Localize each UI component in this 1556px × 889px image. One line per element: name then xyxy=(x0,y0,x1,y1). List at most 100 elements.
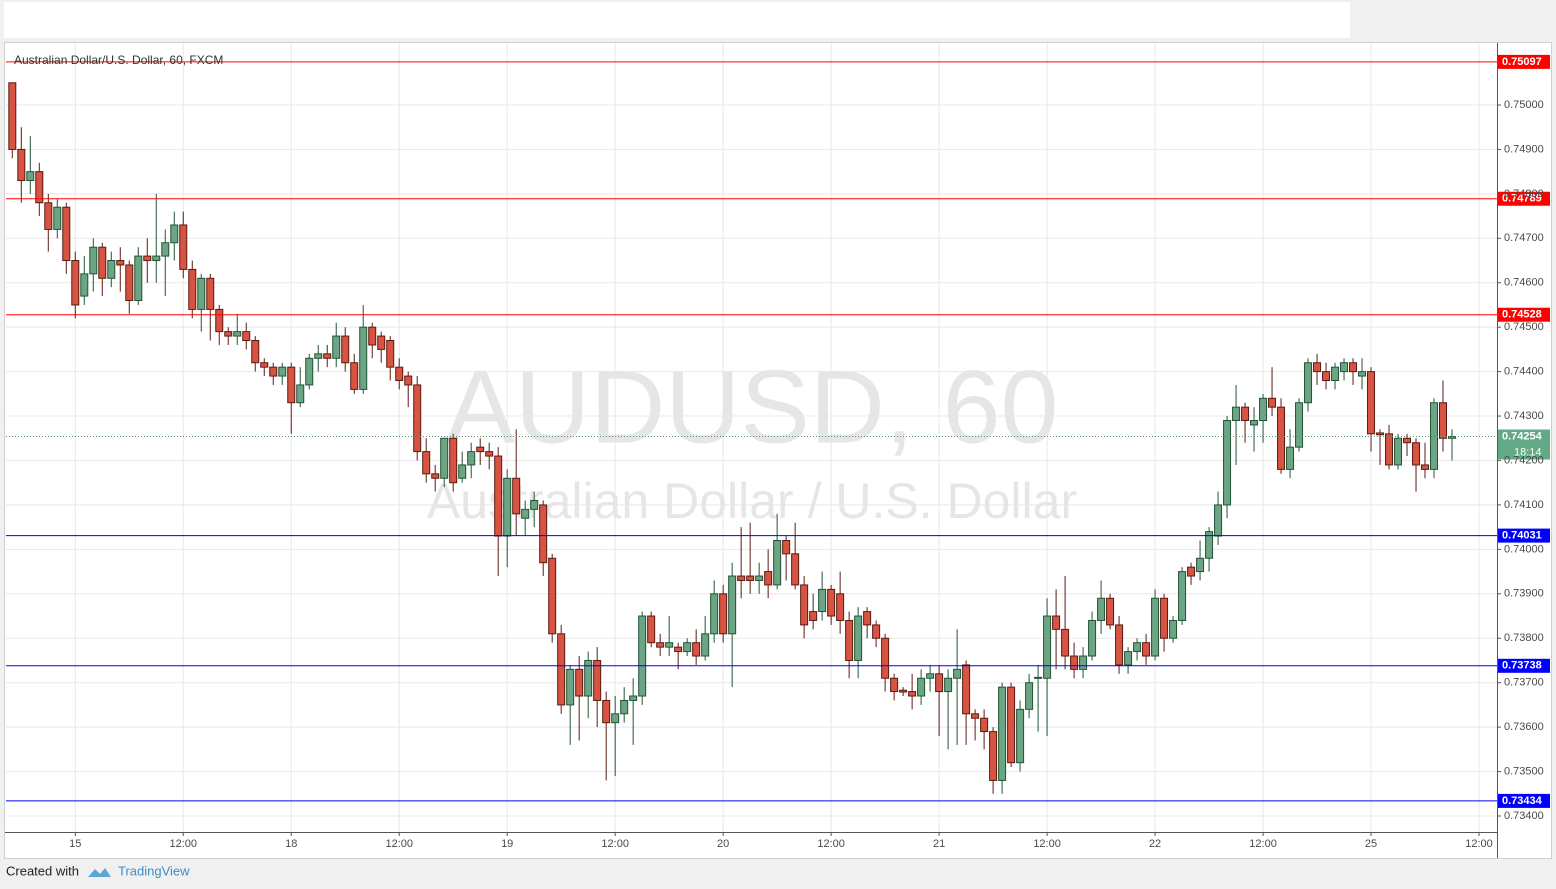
level-label: 0.74031 xyxy=(1502,530,1542,542)
y-tick-label: 0.73900 xyxy=(1504,588,1544,600)
candle-body xyxy=(1124,651,1133,666)
candle-body xyxy=(935,673,944,693)
candle-body xyxy=(188,268,197,310)
candle-body xyxy=(530,499,539,510)
candle-body xyxy=(251,340,260,364)
candle-body xyxy=(566,668,575,706)
candle-body xyxy=(476,446,485,453)
candle-body xyxy=(1268,397,1277,408)
y-tick-label: 0.74200 xyxy=(1504,454,1544,466)
candle-body xyxy=(8,82,17,150)
candle-body xyxy=(989,731,998,781)
candle-body xyxy=(1340,362,1349,373)
candle-body xyxy=(359,326,368,390)
candle-body xyxy=(323,353,332,359)
level-label-box xyxy=(1498,54,1550,69)
candle-body xyxy=(674,646,683,653)
watermark: AUDUSD, 60 xyxy=(446,349,1059,465)
candle-body xyxy=(926,673,935,679)
candle-body xyxy=(458,464,467,479)
candle-body xyxy=(314,353,323,359)
candle-body xyxy=(593,659,602,701)
candle-body xyxy=(1304,362,1313,404)
y-tick-label: 0.74500 xyxy=(1504,321,1544,333)
level-label-box xyxy=(1498,528,1550,543)
candle-body xyxy=(764,571,773,586)
candle-body xyxy=(287,366,296,404)
candle-body xyxy=(1142,642,1151,657)
candle-body xyxy=(1232,406,1241,422)
x-tick-label: 12:00 xyxy=(1465,838,1493,850)
candle-body xyxy=(26,171,35,182)
y-tick-label: 0.74000 xyxy=(1504,543,1544,555)
candle-body xyxy=(1034,676,1043,679)
level-label: 0.74789 xyxy=(1502,193,1542,205)
candle-body xyxy=(1259,397,1268,422)
candle-body xyxy=(1421,464,1430,470)
countdown-label: 18:14 xyxy=(1514,446,1542,458)
candle-body xyxy=(17,148,26,182)
level-label-box xyxy=(1498,658,1550,673)
candle-body xyxy=(341,335,350,364)
candle-body xyxy=(296,384,305,404)
candle-body xyxy=(620,699,629,715)
candles xyxy=(8,82,1457,794)
candle-body xyxy=(1313,362,1322,373)
candle-body xyxy=(863,611,872,626)
candle-body xyxy=(872,624,881,639)
candle-body xyxy=(1061,628,1070,657)
x-tick-label: 12:00 xyxy=(1249,838,1277,850)
x-tick-label: 12:00 xyxy=(1033,838,1061,850)
candle-body xyxy=(116,260,125,266)
candle-body xyxy=(1016,708,1025,764)
candle-body xyxy=(728,575,737,635)
candle-body xyxy=(1151,597,1160,657)
y-tick-label: 0.73700 xyxy=(1504,677,1544,689)
candle-body xyxy=(557,633,566,706)
level-label: 0.73738 xyxy=(1502,660,1542,672)
candle-body xyxy=(791,553,800,586)
x-tick-label: 12:00 xyxy=(169,838,197,850)
footer-brand[interactable]: TradingView xyxy=(118,863,190,878)
x-tick-label: 18 xyxy=(285,838,297,850)
candle-body xyxy=(908,691,917,697)
tradingview-logo[interactable] xyxy=(88,868,111,877)
candle-body xyxy=(53,206,62,230)
x-tick-label: 12:00 xyxy=(601,838,629,850)
candle-body xyxy=(638,615,647,697)
levels: 0.75097 0.74789 0.74528 0.74031 0.73738 0.734… xyxy=(6,54,1550,808)
candle-body xyxy=(161,242,170,257)
candle-body xyxy=(539,504,548,564)
y-tick-label: 0.75000 xyxy=(1504,99,1544,111)
chart-title: Australian Dollar/U.S. Dollar, 60, FXCM xyxy=(14,53,223,67)
candle-body xyxy=(1088,619,1097,657)
candle-body xyxy=(1196,557,1205,573)
candle-body xyxy=(215,308,224,333)
candle-body xyxy=(683,642,692,653)
candle-body xyxy=(206,277,215,310)
candle-body xyxy=(431,473,440,479)
y-tick-label: 0.74700 xyxy=(1504,232,1544,244)
candle-body xyxy=(368,326,377,346)
candle-body xyxy=(1070,655,1079,670)
y-tick-label: 0.73400 xyxy=(1504,810,1544,822)
candle-body xyxy=(836,593,845,621)
candle-body xyxy=(1277,406,1286,470)
candle-body xyxy=(710,593,719,635)
candle-body xyxy=(224,331,233,337)
candle-body xyxy=(971,713,980,719)
candle-body xyxy=(386,340,395,368)
candle-body xyxy=(899,689,908,693)
candle-body xyxy=(611,713,620,724)
x-tick-label: 25 xyxy=(1365,838,1377,850)
y-tick-label: 0.74800 xyxy=(1504,188,1544,200)
y-tick-label: 0.74400 xyxy=(1504,366,1544,378)
candle-body xyxy=(107,260,116,279)
candle-body xyxy=(1241,406,1250,422)
candle-body xyxy=(998,686,1007,781)
level-label-box xyxy=(1498,793,1550,808)
y-tick-label: 0.74600 xyxy=(1504,277,1544,289)
candle-body xyxy=(1286,446,1295,470)
